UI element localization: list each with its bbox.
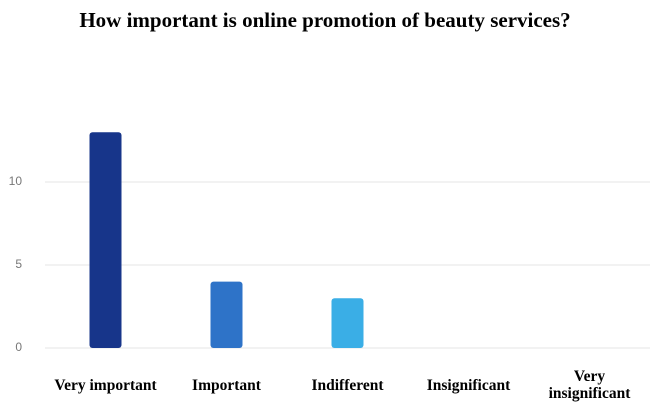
- chart-title: How important is online promotion of bea…: [79, 8, 571, 32]
- x-tick-label: Indifferent: [311, 376, 384, 394]
- y-tick-label: 5: [15, 257, 22, 271]
- y-tick-label: 10: [9, 174, 23, 188]
- bar: [89, 132, 122, 348]
- x-tick-label: Very important: [54, 376, 157, 394]
- x-tick-label: Important: [192, 376, 261, 394]
- bar: [331, 298, 364, 348]
- x-tick-label: Insignificant: [426, 376, 511, 394]
- x-tick-label: Very insignificant: [548, 368, 631, 402]
- bar: [210, 281, 243, 348]
- y-tick-label: 0: [15, 340, 22, 354]
